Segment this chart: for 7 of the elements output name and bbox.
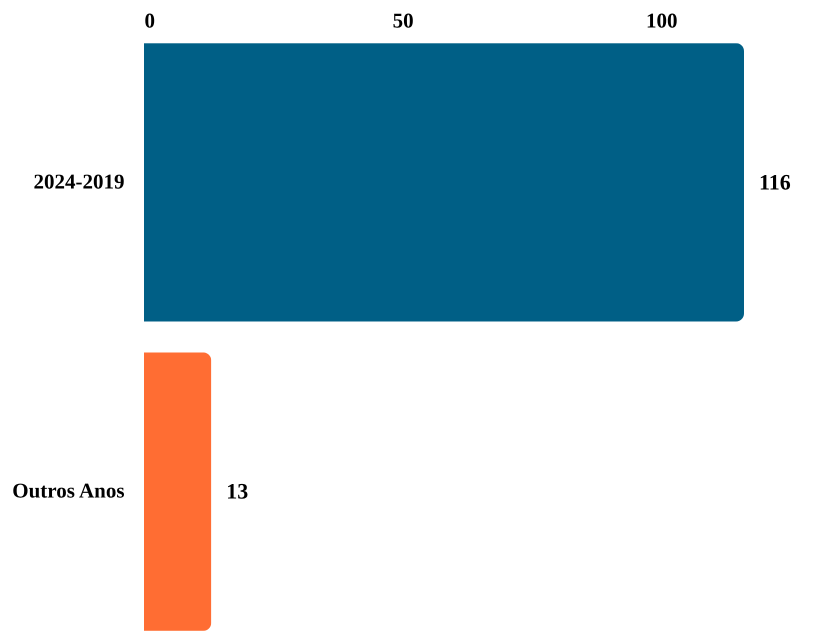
y-tick-label: Outros Anos — [12, 478, 124, 503]
x-tick-label: 50 — [392, 8, 414, 32]
x-tick-label: 100 — [646, 8, 678, 32]
y-tick-label: 2024-2019 — [34, 169, 124, 194]
data-label: 116 — [759, 169, 791, 194]
x-tick-label: 0 — [144, 8, 155, 32]
data-label: 13 — [226, 478, 248, 504]
